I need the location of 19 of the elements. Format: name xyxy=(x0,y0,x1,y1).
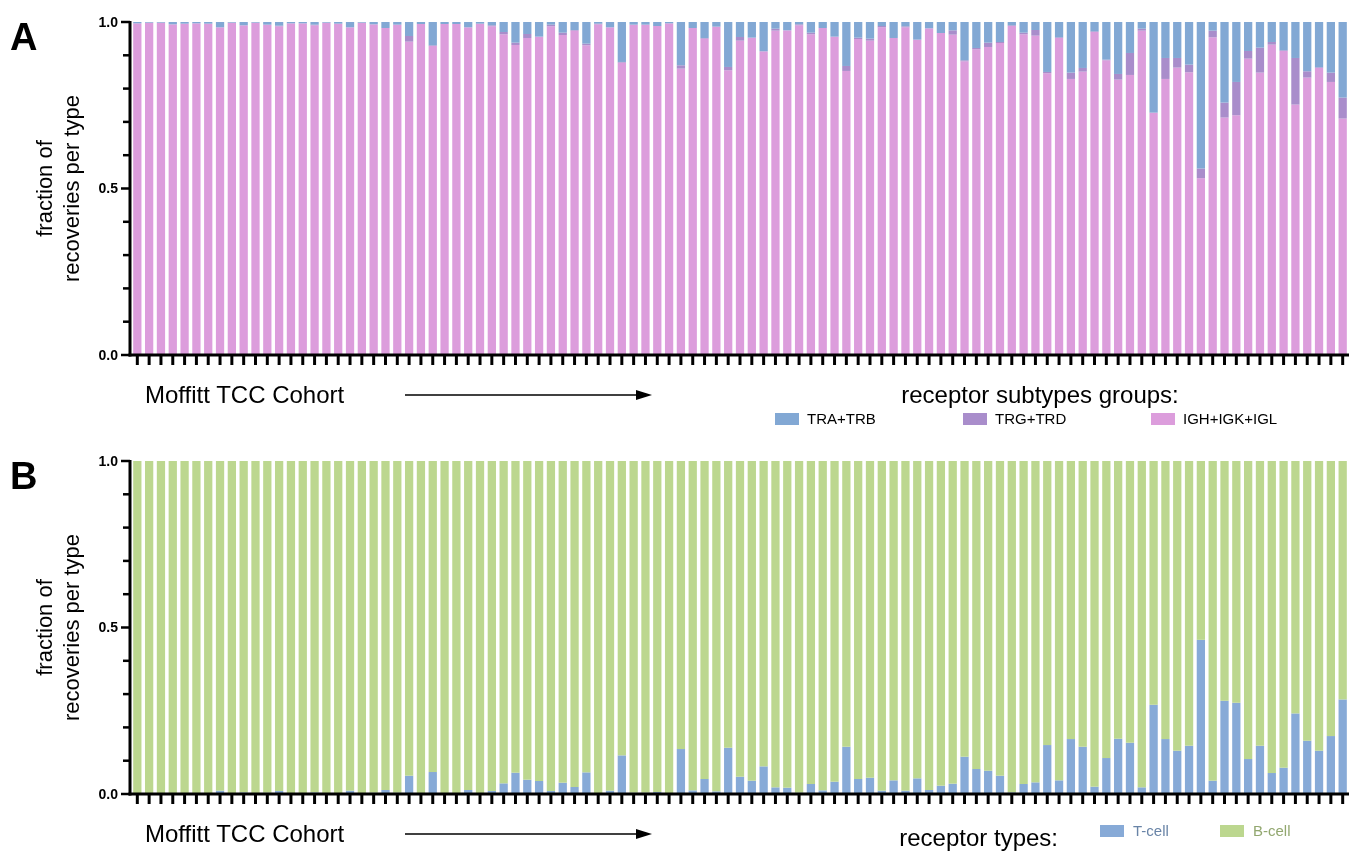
y-tick-label: 0.0 xyxy=(98,785,119,802)
legend-title: receptor subtypes groups: xyxy=(901,381,1179,409)
legend-label: TRA+TRB xyxy=(807,410,876,428)
y-tick-label: 0.0 xyxy=(98,346,119,363)
chart-title: B xyxy=(10,455,38,497)
legend-label: B-cell xyxy=(1253,822,1291,840)
y-tick-label: 1.0 xyxy=(98,452,119,469)
y-axis-title: fraction of recoveries per type xyxy=(32,533,84,722)
legend-title: receptor types: xyxy=(899,824,1058,852)
legend-label: T-cell xyxy=(1133,822,1169,840)
chart-title: A xyxy=(10,16,38,58)
y-axis-title: fraction of recoveries per type xyxy=(32,94,84,283)
legend-label: IGH+IGK+IGL xyxy=(1183,410,1278,428)
y-tick-label: 1.0 xyxy=(98,13,119,30)
y-tick-label: 0.5 xyxy=(98,619,119,636)
legend-label: TRG+TRD xyxy=(995,410,1067,428)
x-axis-title: Moffitt TCC Cohort xyxy=(145,820,345,848)
x-axis-title: Moffitt TCC Cohort xyxy=(145,381,345,409)
y-tick-label: 0.5 xyxy=(98,180,119,197)
